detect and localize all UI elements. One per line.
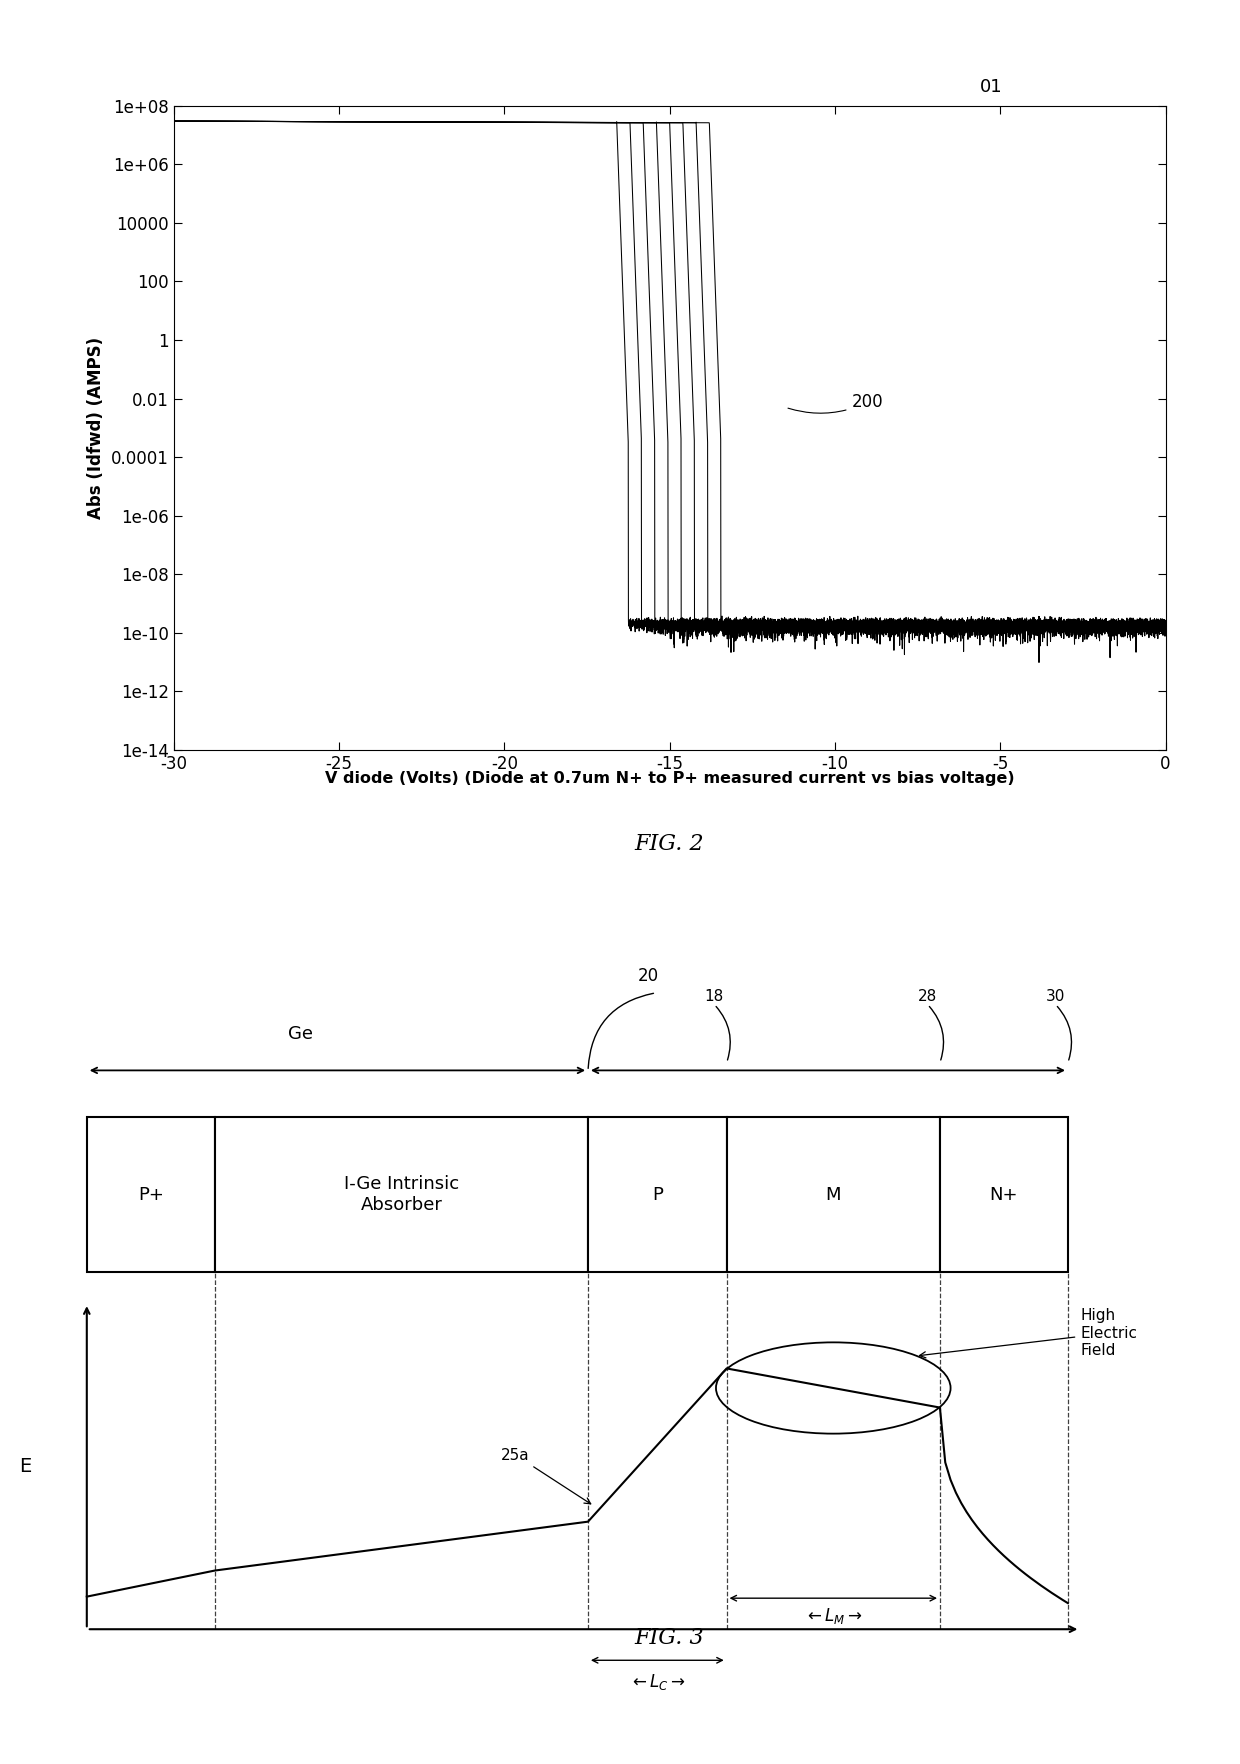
Text: $\leftarrow L_C\rightarrow$: $\leftarrow L_C\rightarrow$: [629, 1672, 686, 1692]
Text: 28: 28: [918, 988, 937, 1004]
Bar: [588, 1117, 727, 1272]
Text: N+: N+: [990, 1185, 1018, 1203]
Text: High
Electric
Field: High Electric Field: [920, 1309, 1137, 1358]
Text: 20: 20: [637, 967, 658, 984]
Text: V diode (Volts) (Diode at 0.7um N+ to P+ measured current vs bias voltage): V diode (Volts) (Diode at 0.7um N+ to P+…: [325, 771, 1014, 787]
Bar: [87, 1117, 215, 1272]
Text: P+: P+: [138, 1185, 164, 1203]
Text: 18: 18: [704, 988, 724, 1004]
Text: FIG. 2: FIG. 2: [635, 833, 704, 854]
Text: M: M: [826, 1185, 841, 1203]
Bar: [940, 1117, 1068, 1272]
Text: 200: 200: [787, 393, 883, 413]
Text: Ge: Ge: [288, 1025, 312, 1043]
Text: E: E: [19, 1457, 31, 1476]
Text: FIG. 3: FIG. 3: [635, 1628, 704, 1649]
Text: $\leftarrow L_M\rightarrow$: $\leftarrow L_M\rightarrow$: [804, 1607, 863, 1626]
Bar: [215, 1117, 588, 1272]
Text: I-Ge Intrinsic
Absorber: I-Ge Intrinsic Absorber: [343, 1175, 459, 1214]
Text: 25a: 25a: [501, 1448, 590, 1505]
Text: 30: 30: [1045, 988, 1065, 1004]
Y-axis label: Abs (Idfwd) (AMPS): Abs (Idfwd) (AMPS): [87, 337, 105, 519]
Text: 01: 01: [980, 78, 1002, 95]
Bar: [727, 1117, 940, 1272]
Text: P: P: [652, 1185, 662, 1203]
